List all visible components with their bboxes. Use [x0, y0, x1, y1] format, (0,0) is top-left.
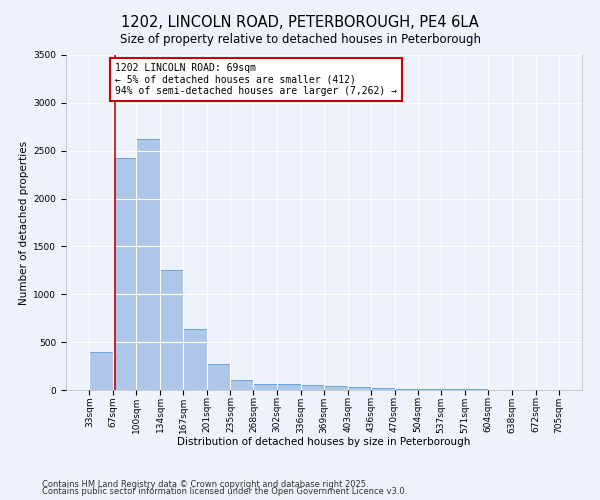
Y-axis label: Number of detached properties: Number of detached properties — [19, 140, 29, 304]
Bar — [89, 352, 113, 390]
Bar — [230, 380, 253, 390]
Text: Size of property relative to detached houses in Peterborough: Size of property relative to detached ho… — [119, 32, 481, 46]
Bar — [277, 384, 301, 390]
Bar — [395, 388, 418, 390]
Bar — [441, 389, 465, 390]
Bar — [160, 270, 183, 390]
X-axis label: Distribution of detached houses by size in Peterborough: Distribution of detached houses by size … — [178, 437, 470, 447]
Bar — [301, 385, 324, 390]
Bar — [324, 386, 348, 390]
Text: Contains public sector information licensed under the Open Government Licence v3: Contains public sector information licen… — [42, 487, 407, 496]
Bar — [348, 388, 371, 390]
Bar — [207, 364, 230, 390]
Bar — [253, 384, 277, 390]
Bar — [371, 388, 395, 390]
Text: Contains HM Land Registry data © Crown copyright and database right 2025.: Contains HM Land Registry data © Crown c… — [42, 480, 368, 489]
Text: 1202 LINCOLN ROAD: 69sqm
← 5% of detached houses are smaller (412)
94% of semi-d: 1202 LINCOLN ROAD: 69sqm ← 5% of detache… — [115, 62, 397, 96]
Bar — [136, 138, 160, 390]
Bar — [113, 158, 136, 390]
Text: 1202, LINCOLN ROAD, PETERBOROUGH, PE4 6LA: 1202, LINCOLN ROAD, PETERBOROUGH, PE4 6L… — [121, 15, 479, 30]
Bar — [183, 328, 207, 390]
Bar — [418, 389, 441, 390]
